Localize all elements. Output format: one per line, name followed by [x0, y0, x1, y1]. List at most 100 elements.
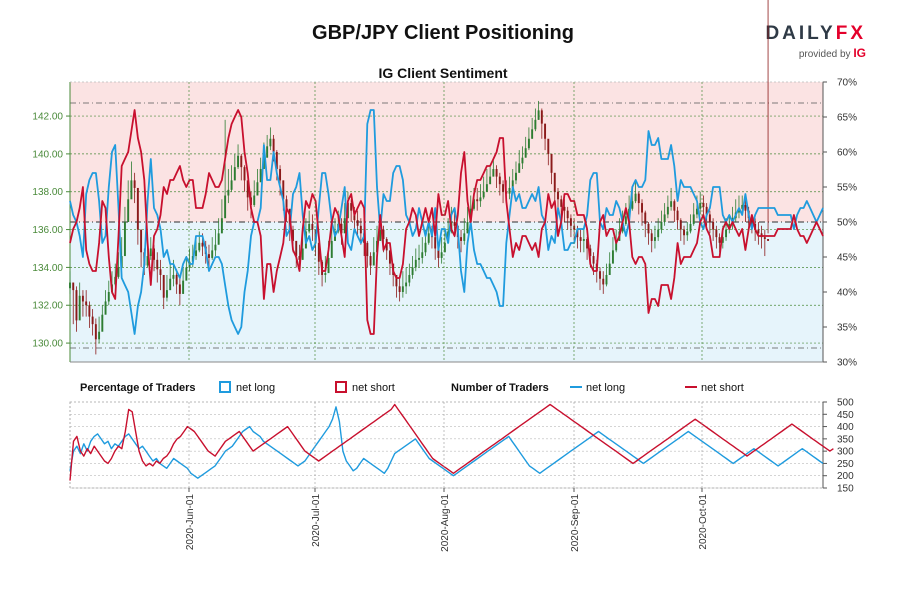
net-long-pct-line	[69, 109, 824, 335]
dailyfx-logo: DAILYFX	[765, 24, 866, 44]
candle-body	[253, 195, 256, 205]
candle-body	[146, 256, 149, 266]
candle-body	[211, 250, 214, 258]
candle-body	[123, 222, 126, 257]
ig-logo: IG	[853, 46, 866, 60]
pct-tick-label: 35%	[837, 323, 857, 334]
candle-body	[69, 282, 71, 289]
sentiment-panel: 130.00 132.00 134.00 136.00 138.00 140.00 142.…	[32, 0, 857, 369]
candle-body	[615, 240, 618, 251]
logo-right: FX	[835, 23, 866, 44]
candle-body	[544, 123, 547, 139]
candle-body	[78, 295, 81, 321]
pct-tick-label: 45%	[837, 253, 857, 264]
pct-tick-label: 30%	[837, 358, 857, 369]
candle-body	[498, 176, 501, 185]
candle-body	[327, 257, 330, 274]
candle-body	[220, 218, 223, 234]
candle-body	[673, 201, 676, 211]
candle-body	[201, 242, 204, 247]
candle-body	[81, 295, 84, 302]
candle-body	[440, 252, 443, 258]
candle-body	[101, 314, 104, 332]
candle-body	[162, 274, 165, 298]
candle-body	[485, 184, 488, 192]
candle-body	[624, 216, 627, 224]
candle-body	[599, 271, 601, 279]
pct-tick-label: 60%	[837, 148, 857, 159]
price-tick-label: 142.00	[32, 112, 63, 123]
legend: Percentage of Traders net long net short…	[80, 381, 744, 394]
candle-body	[259, 169, 262, 183]
candle-body	[670, 201, 673, 207]
pct-tick-label: 70%	[837, 78, 857, 89]
candle-body	[233, 167, 236, 181]
candle-body	[88, 305, 91, 317]
candle-body	[136, 187, 139, 230]
candle-body	[359, 225, 362, 234]
net-short-count-line	[69, 403, 834, 481]
candle-body	[460, 237, 463, 241]
candle-body	[411, 267, 414, 275]
candle-body	[182, 280, 185, 294]
candle-body	[421, 252, 424, 258]
legend-count-long: net long	[586, 382, 625, 394]
candle-body	[579, 237, 582, 241]
candle-body	[169, 278, 172, 291]
candle-body	[91, 316, 94, 325]
candle-body	[298, 256, 301, 260]
candle-body	[246, 180, 249, 198]
candle-body	[292, 229, 294, 241]
pct-tick-label: 55%	[837, 183, 857, 194]
candle-body	[479, 197, 482, 202]
candle-body	[140, 229, 143, 253]
candle-body	[763, 237, 766, 240]
candle-body	[262, 157, 265, 170]
candle-body	[308, 223, 311, 232]
candle-body	[153, 248, 155, 260]
candle-body	[272, 138, 275, 152]
candle-body	[256, 182, 259, 196]
candle-body	[75, 290, 78, 321]
candle-body	[224, 195, 227, 219]
pct-tick-label: 50%	[837, 218, 857, 229]
candle-body	[631, 201, 634, 209]
candle-body	[547, 138, 550, 154]
candle-body	[641, 203, 643, 213]
candle-body	[130, 180, 133, 200]
candle-body	[159, 269, 162, 275]
candle-body	[566, 210, 569, 219]
logo-left: DAILY	[765, 23, 836, 44]
candle-body	[657, 229, 660, 238]
candle-body	[605, 274, 608, 285]
price-tick-label: 134.00	[32, 263, 63, 274]
price-tick-label: 136.00	[32, 225, 63, 236]
candle-body	[744, 204, 747, 211]
candle-body	[340, 223, 343, 234]
candle-body	[295, 240, 298, 257]
candle-body	[285, 199, 288, 209]
candle-body	[149, 248, 152, 257]
candle-body	[502, 184, 505, 192]
candle-body	[663, 214, 666, 222]
candle-body	[715, 229, 718, 238]
candle-body	[388, 250, 391, 264]
candle-body	[185, 267, 188, 281]
candle-body	[324, 273, 327, 275]
candle-body	[279, 169, 282, 181]
candle-body	[515, 172, 517, 181]
candle-body	[114, 276, 117, 285]
candle-body	[683, 229, 685, 236]
candle-body	[414, 259, 417, 268]
candle-body	[637, 193, 640, 204]
candle-body	[408, 274, 411, 283]
candle-body	[531, 129, 534, 139]
legend-count-label: Number of Traders	[451, 382, 549, 394]
page-title: GBP/JPY Client Positioning	[312, 22, 574, 44]
legend-pct-short-swatch	[335, 381, 347, 393]
candle-body	[676, 210, 679, 221]
date-tick-label: 2020-Jun-01	[185, 494, 196, 551]
count-tick-label: 450	[837, 410, 854, 421]
candle-body	[237, 155, 240, 168]
candle-body	[767, 239, 770, 241]
